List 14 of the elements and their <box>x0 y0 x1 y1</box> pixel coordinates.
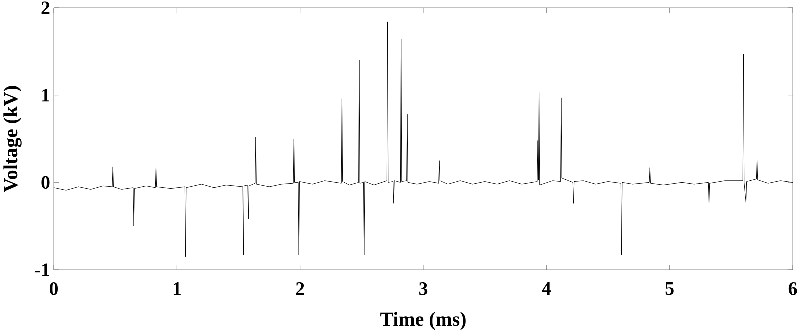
x-tick-label: 3 <box>419 282 428 296</box>
x-tick-label: 2 <box>296 282 304 296</box>
y-tick-label: 0 <box>42 176 50 190</box>
y-tick-label: -1 <box>35 264 50 276</box>
x-tick-label: 1 <box>174 282 181 296</box>
x-tick-label: 5 <box>666 282 674 296</box>
x-tick-label: 4 <box>542 282 552 295</box>
y-axis-title: Voltage (kV) <box>4 86 22 192</box>
x-tick-label: 6 <box>788 282 798 296</box>
x-tick-label: 0 <box>50 282 58 296</box>
y-tick-label: 1 <box>42 89 50 102</box>
line-series <box>54 22 794 258</box>
x-axis-title: Time (ms) <box>380 312 466 330</box>
y-tick-label: 2 <box>42 2 50 14</box>
